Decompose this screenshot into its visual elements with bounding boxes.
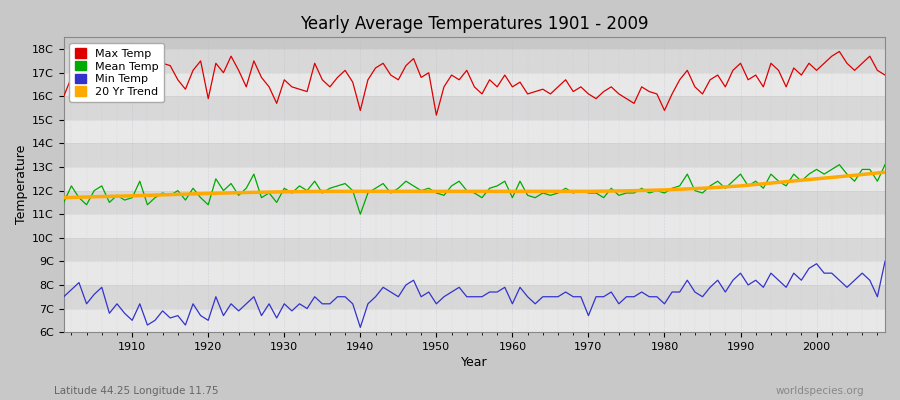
Bar: [64, 308, 885, 332]
Y-axis label: Temperature: Temperature: [15, 145, 28, 224]
Bar: [64, 191, 885, 214]
Bar: [64, 144, 885, 167]
Legend: Max Temp, Mean Temp, Min Temp, 20 Yr Trend: Max Temp, Mean Temp, Min Temp, 20 Yr Tre…: [69, 43, 164, 102]
Bar: [64, 73, 885, 96]
Title: Yearly Average Temperatures 1901 - 2009: Yearly Average Temperatures 1901 - 2009: [300, 15, 649, 33]
Bar: [64, 120, 885, 144]
Bar: [64, 238, 885, 261]
Bar: [64, 261, 885, 285]
Bar: [64, 96, 885, 120]
Bar: [64, 214, 885, 238]
Text: worldspecies.org: worldspecies.org: [776, 386, 864, 396]
X-axis label: Year: Year: [461, 356, 488, 369]
Text: Latitude 44.25 Longitude 11.75: Latitude 44.25 Longitude 11.75: [54, 386, 219, 396]
Bar: [64, 167, 885, 191]
Bar: [64, 285, 885, 308]
Bar: [64, 49, 885, 73]
